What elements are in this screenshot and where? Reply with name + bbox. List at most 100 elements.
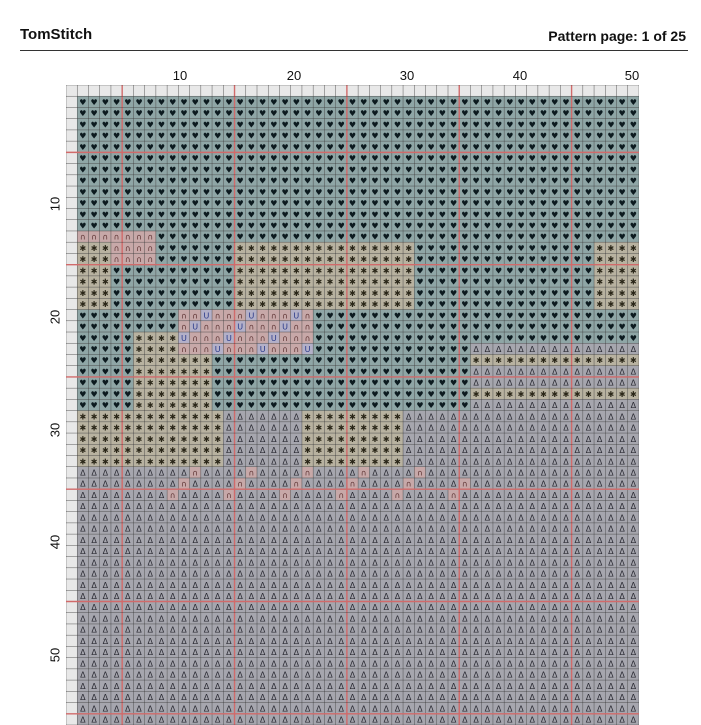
stitch-symbol: ✱ bbox=[102, 424, 109, 433]
stitch-symbol: ♥ bbox=[158, 221, 165, 230]
stitch-cell bbox=[257, 174, 269, 187]
stitch-symbol: ♥ bbox=[551, 210, 558, 219]
stitch-symbol: ✱ bbox=[338, 435, 345, 444]
stitch-symbol: Δ bbox=[462, 570, 468, 579]
stitch-symbol: ✱ bbox=[372, 255, 379, 264]
stitch-symbol: ♥ bbox=[124, 356, 131, 365]
stitch-symbol: ✱ bbox=[372, 278, 379, 287]
stitch-symbol: Δ bbox=[541, 502, 547, 511]
stitch-cell bbox=[66, 163, 78, 175]
stitch-symbol: ∩ bbox=[192, 311, 198, 320]
stitch-symbol: ∩ bbox=[204, 334, 210, 343]
stitch-cell bbox=[133, 208, 145, 220]
stitch-cell bbox=[459, 118, 471, 130]
stitch-symbol: ✱ bbox=[327, 300, 334, 309]
stitch-symbol: ♥ bbox=[349, 323, 356, 332]
stitch-symbol: Δ bbox=[271, 525, 277, 534]
stitch-symbol: ♥ bbox=[214, 356, 221, 365]
stitch-symbol: ♥ bbox=[293, 401, 300, 410]
stitch-symbol: Δ bbox=[237, 603, 243, 612]
stitch-symbol: Δ bbox=[271, 637, 277, 646]
stitch-cell bbox=[301, 96, 314, 108]
stitch-symbol: ♥ bbox=[102, 334, 109, 343]
stitch-symbol: ∩ bbox=[293, 323, 299, 332]
stitch-symbol: ♥ bbox=[383, 323, 390, 332]
stitch-symbol: ♥ bbox=[371, 379, 378, 388]
stitch-symbol: Δ bbox=[608, 412, 614, 421]
stitch-symbol: Δ bbox=[316, 592, 322, 601]
stitch-symbol: ✱ bbox=[608, 390, 615, 399]
stitch-symbol: Δ bbox=[327, 581, 333, 590]
stitch-symbol: Δ bbox=[350, 592, 356, 601]
stitch-cell bbox=[122, 129, 134, 142]
stitch-symbol: ♥ bbox=[517, 221, 524, 230]
stitch-symbol: ♥ bbox=[304, 143, 311, 152]
stitch-symbol: Δ bbox=[451, 480, 457, 489]
stitch-symbol: ✱ bbox=[327, 457, 334, 466]
stitch-symbol: Δ bbox=[282, 480, 288, 489]
stitch-symbol: ♥ bbox=[259, 390, 266, 399]
stitch-symbol: Δ bbox=[226, 525, 232, 534]
stitch-symbol: ♥ bbox=[517, 255, 524, 264]
stitch-symbol: ✱ bbox=[315, 266, 322, 275]
stitch-symbol: ♥ bbox=[192, 300, 199, 309]
stitch-cell bbox=[234, 186, 246, 198]
stitch-cell bbox=[414, 141, 426, 153]
stitch-symbol: ♥ bbox=[383, 356, 390, 365]
stitch-cell bbox=[571, 85, 583, 97]
stitch-symbol: ♥ bbox=[371, 188, 378, 197]
stitch-symbol: Δ bbox=[462, 536, 468, 545]
stitch-symbol: Δ bbox=[417, 603, 423, 612]
stitch-cell bbox=[268, 85, 280, 97]
stitch-symbol: Δ bbox=[451, 469, 457, 478]
stitch-symbol: Δ bbox=[485, 502, 491, 511]
stitch-symbol: ✱ bbox=[349, 244, 356, 253]
stitch-symbol: ∩ bbox=[181, 480, 187, 489]
stitch-symbol: ♥ bbox=[630, 132, 637, 141]
stitch-symbol: ♥ bbox=[473, 109, 480, 118]
stitch-symbol: ✱ bbox=[349, 278, 356, 287]
stitch-symbol: ♥ bbox=[607, 199, 614, 208]
stitch-symbol: ✱ bbox=[394, 424, 401, 433]
stitch-symbol: ♥ bbox=[562, 143, 569, 152]
stitch-symbol: Δ bbox=[249, 581, 255, 590]
stitch-symbol: ♥ bbox=[585, 98, 592, 107]
stitch-cell bbox=[313, 141, 325, 153]
stitch-symbol: Δ bbox=[473, 480, 479, 489]
stitch-symbol: ♥ bbox=[360, 401, 367, 410]
stitch-symbol: ♥ bbox=[506, 177, 513, 186]
stitch-symbol: ♥ bbox=[371, 177, 378, 186]
stitch-symbol: ♥ bbox=[237, 199, 244, 208]
stitch-symbol: ♥ bbox=[113, 120, 120, 129]
stitch-symbol: ♥ bbox=[383, 221, 390, 230]
stitch-symbol: Δ bbox=[181, 558, 187, 567]
cross-stitch-pattern-grid[interactable]: ♥ ♥ ♥ ♥ ♥ ♥ ♥ ♥ ♥ ♥ ♥ ♥ ♥ ♥ ♥ ♥ ♥ ♥ ♥ ♥ ♥ ♥ ♥ ♥ ♥ ♥ ♥ ♥ ♥ ♥ ♥ ♥ ♥ ♥ ♥ ♥ ♥ ♥ ♥ ♥… bbox=[66, 85, 639, 725]
stitch-cell bbox=[549, 85, 561, 97]
stitch-symbol: Δ bbox=[282, 513, 288, 522]
stitch-symbol: ♥ bbox=[147, 177, 154, 186]
stitch-cell bbox=[245, 163, 257, 175]
stitch-symbol: Δ bbox=[552, 502, 558, 511]
stitch-symbol: ♥ bbox=[383, 367, 390, 376]
stitch-symbol: ✱ bbox=[237, 278, 244, 287]
stitch-symbol: ♥ bbox=[147, 120, 154, 129]
stitch-symbol: ♥ bbox=[248, 154, 255, 163]
stitch-cell bbox=[301, 152, 314, 164]
stitch-symbol: ♥ bbox=[473, 311, 480, 320]
stitch-cell bbox=[335, 208, 347, 220]
stitch-symbol: Δ bbox=[417, 547, 423, 556]
stitch-cell bbox=[268, 186, 280, 198]
stitch-cell bbox=[582, 186, 595, 198]
stitch-cell bbox=[223, 118, 235, 130]
stitch-symbol: Δ bbox=[237, 424, 243, 433]
stitch-symbol: ♥ bbox=[428, 120, 435, 129]
stitch-symbol: Δ bbox=[518, 412, 524, 421]
stitch-symbol: ♥ bbox=[349, 188, 356, 197]
stitch-symbol: ♥ bbox=[192, 120, 199, 129]
stitch-symbol: Δ bbox=[372, 592, 378, 601]
stitch-symbol: ✱ bbox=[169, 345, 176, 354]
stitch-symbol: Δ bbox=[249, 603, 255, 612]
stitch-symbol: Δ bbox=[237, 626, 243, 635]
stitch-symbol: ♥ bbox=[124, 165, 131, 174]
stitch-symbol: ♥ bbox=[315, 334, 322, 343]
